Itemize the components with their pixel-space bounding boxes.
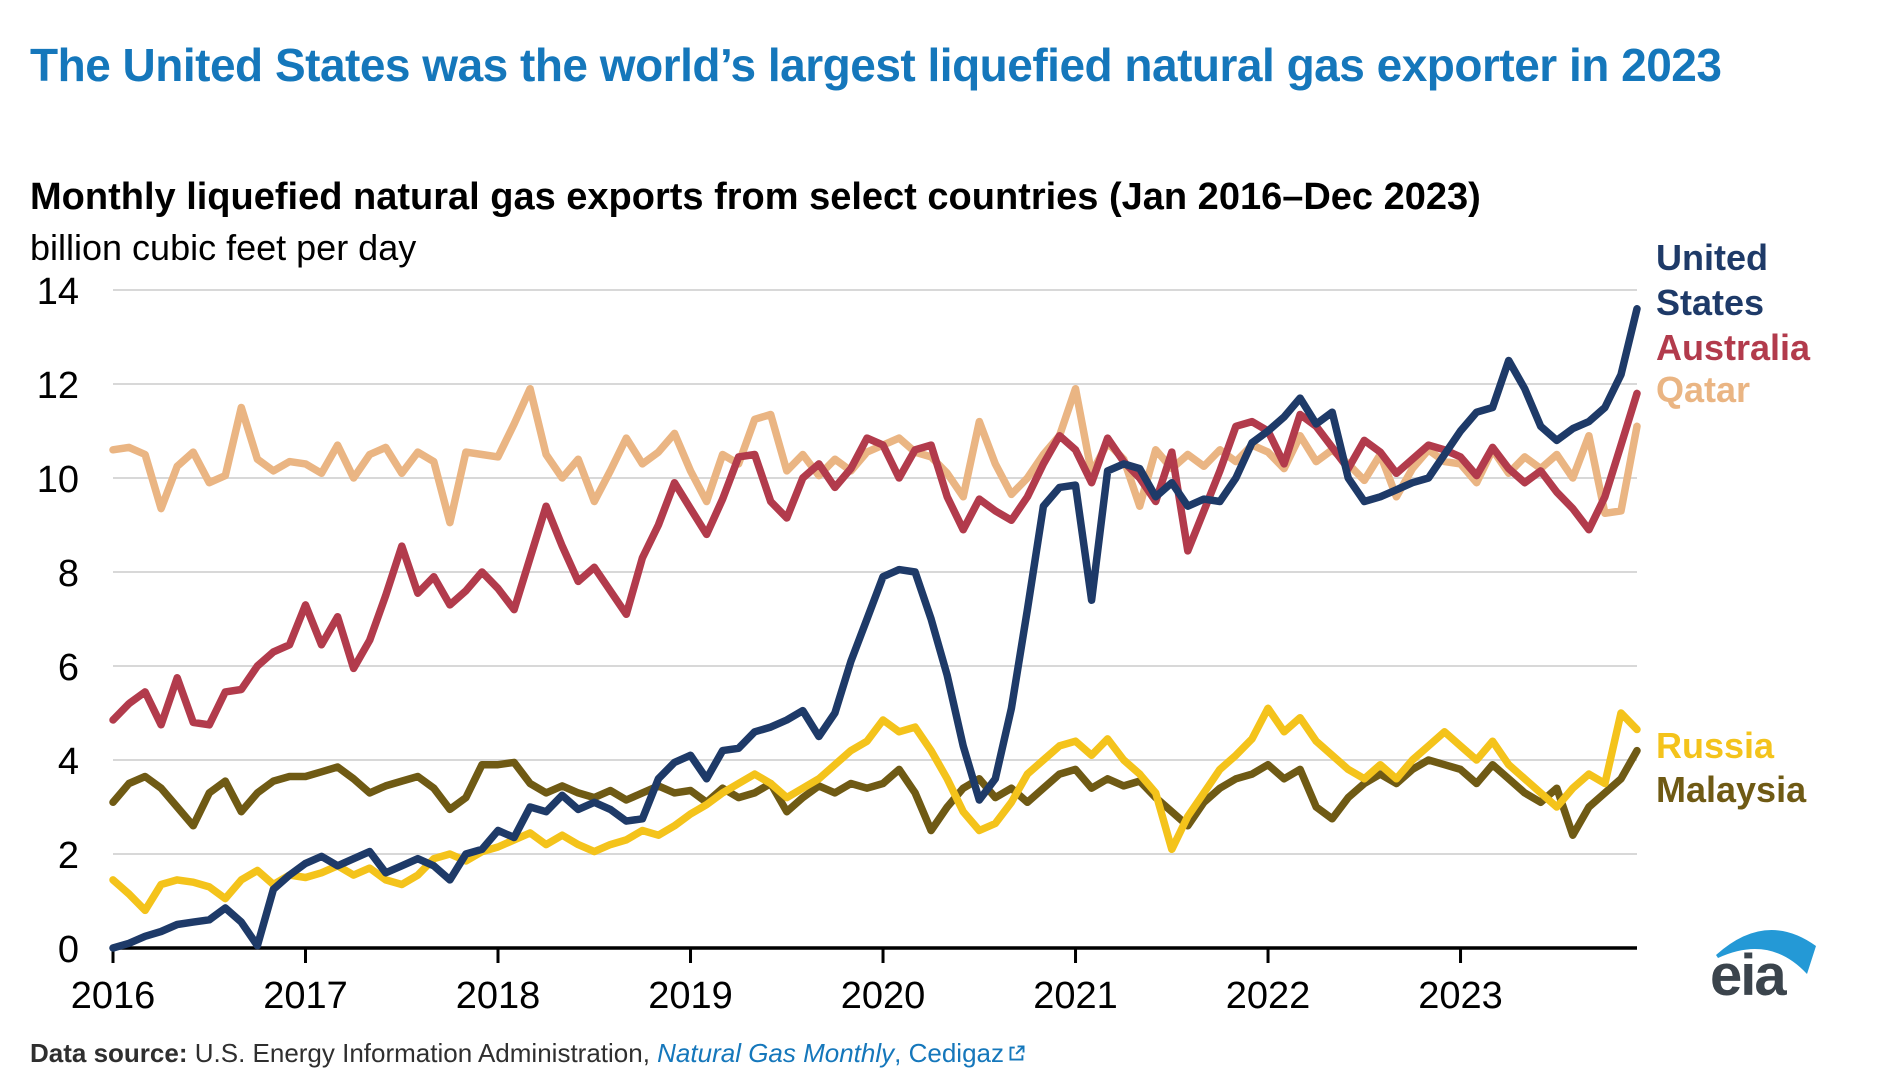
series-label-united-states: United States [1656, 237, 1768, 323]
y-axis-label: 10 [37, 459, 79, 501]
x-axis-label: 2021 [1033, 975, 1118, 1017]
chart-subtitle: Monthly liquefied natural gas exports fr… [30, 176, 1481, 218]
cedigaz-link[interactable]: Cedigaz [908, 1038, 1004, 1068]
chart-units-label: billion cubic feet per day [30, 227, 417, 268]
y-axis-label: 4 [58, 741, 79, 783]
x-axis-label: 2022 [1226, 975, 1311, 1017]
page-title: The United States was the world’s larges… [30, 38, 1722, 91]
y-axis-label: 0 [58, 929, 79, 971]
y-axis-label: 12 [37, 365, 79, 407]
series-line-australia [109, 389, 1641, 729]
series-label-qatar: Qatar [1656, 369, 1751, 410]
y-axis-label: 8 [58, 553, 79, 595]
x-axis-label: 2018 [456, 975, 541, 1017]
series-line-russia [109, 704, 1641, 915]
y-axis-label: 2 [58, 835, 79, 877]
eia-logo-text: eia [1710, 943, 1787, 1003]
natural-gas-monthly-link[interactable]: Natural Gas Monthly [657, 1038, 895, 1068]
data-source-line: Data source: U.S. Energy Information Adm… [30, 1038, 1026, 1069]
series-label-australia: Australia [1656, 327, 1811, 368]
x-axis-label: 2019 [648, 975, 733, 1017]
series-label-russia: Russia [1656, 725, 1775, 766]
data-source-label: Data source: [30, 1038, 188, 1068]
series-line-united-states [109, 305, 1641, 952]
x-axis-label: 2020 [841, 975, 926, 1017]
eia-logo: eia [1710, 930, 1816, 1003]
y-axis-label: 14 [37, 271, 79, 313]
eia-logo-swoosh [1716, 930, 1816, 974]
x-axis-label: 2016 [71, 975, 156, 1017]
external-link-icon [1008, 1038, 1026, 1069]
source-separator: , [894, 1038, 909, 1068]
y-axis-label: 6 [58, 647, 79, 689]
series-line-qatar [109, 384, 1641, 527]
series-label-malaysia: Malaysia [1656, 769, 1807, 810]
x-axis-label: 2023 [1418, 975, 1503, 1017]
x-axis-label: 2017 [263, 975, 348, 1017]
data-source-text: U.S. Energy Information Administration, [187, 1038, 658, 1068]
series-line-malaysia [109, 746, 1641, 839]
